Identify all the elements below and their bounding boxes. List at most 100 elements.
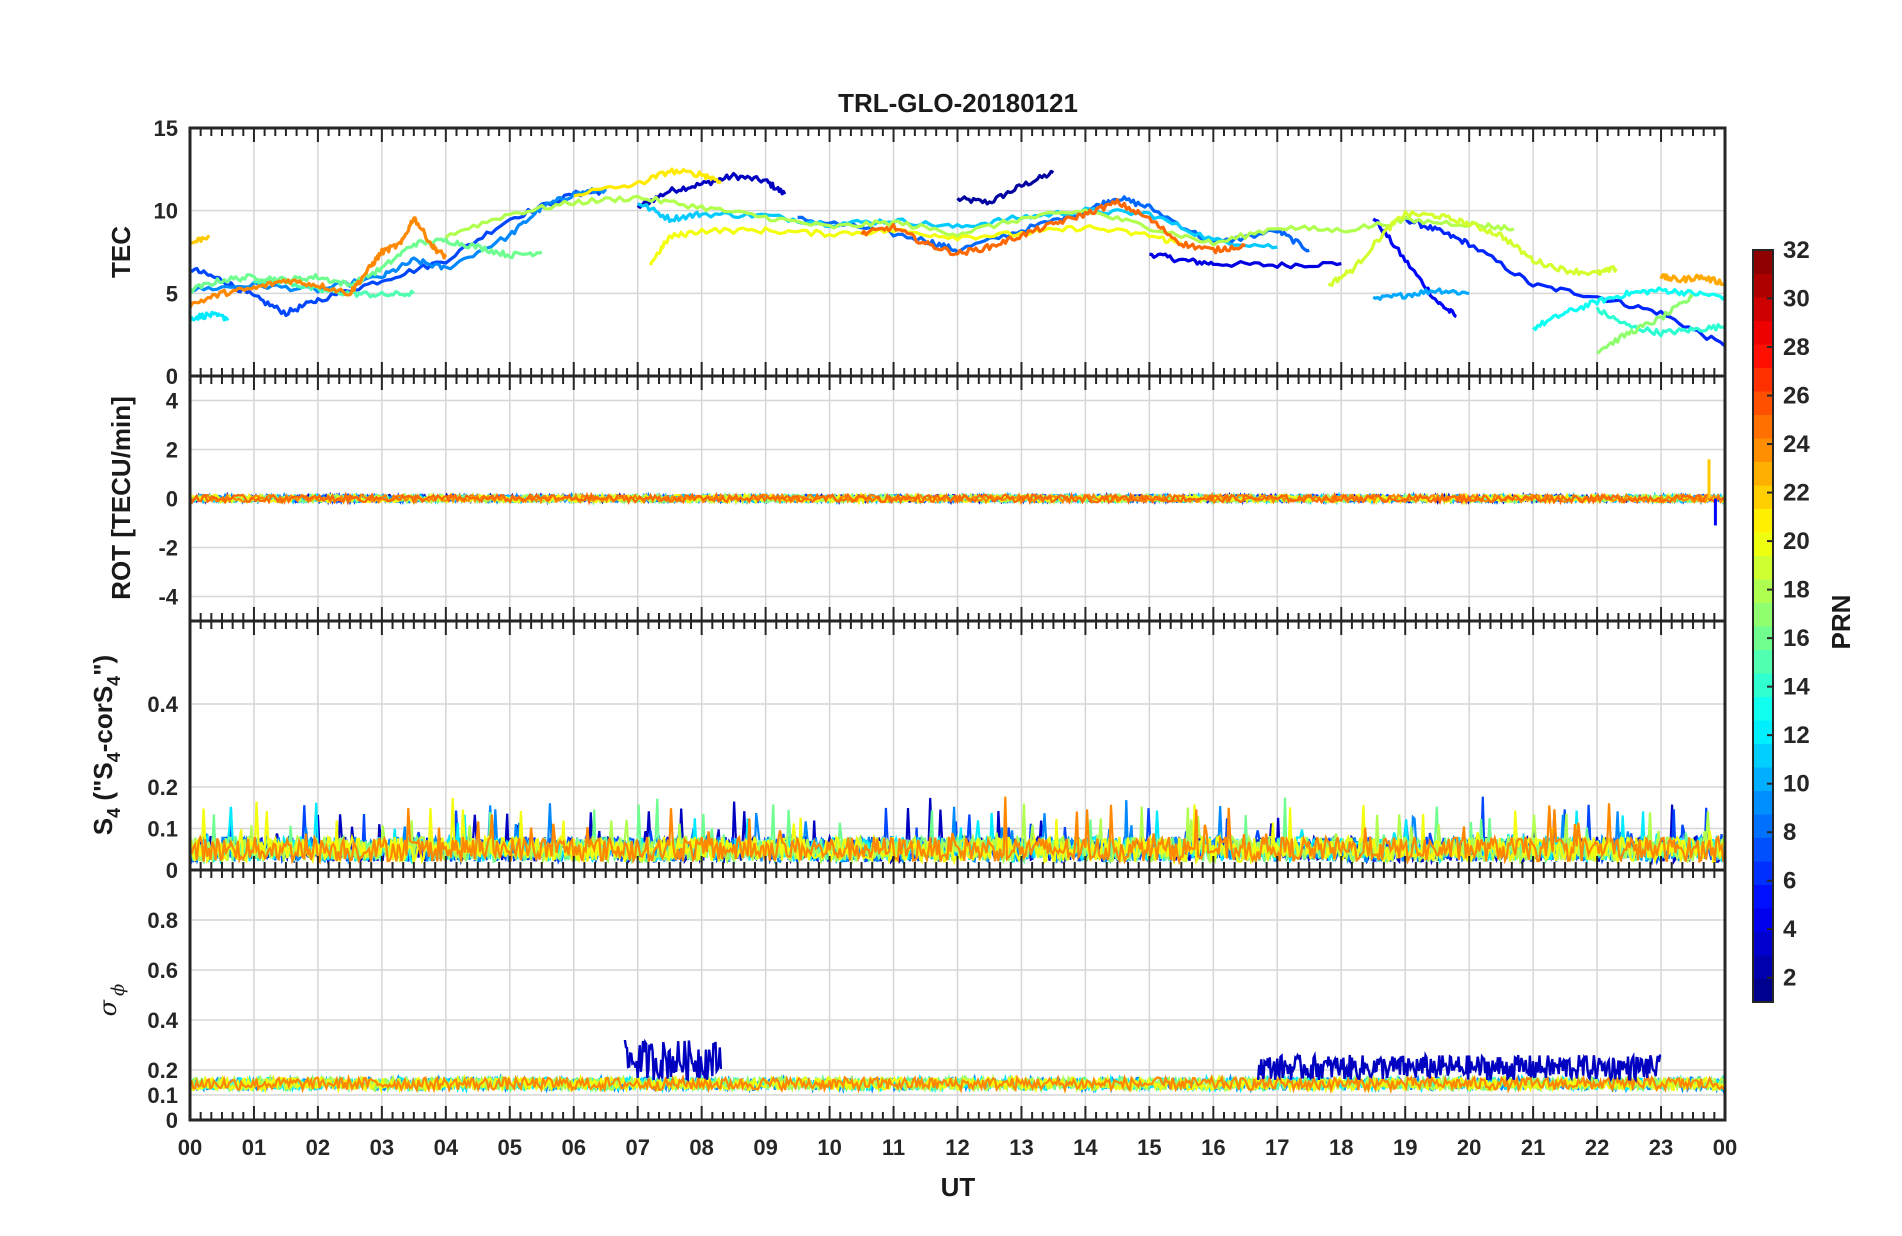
ytick-TEC-5: 5 xyxy=(166,281,178,306)
colorbar-level xyxy=(1753,931,1773,956)
colorbar-level xyxy=(1753,649,1773,674)
colorbar-level xyxy=(1753,438,1773,462)
colorbar-tick-8: 8 xyxy=(1783,819,1796,846)
ytick-ROT-2: 2 xyxy=(166,438,178,463)
colorbar-tick-14: 14 xyxy=(1783,674,1810,701)
colorbar-level xyxy=(1753,978,1773,1003)
x-axis-label: UT xyxy=(941,1172,976,1202)
rot-series-prn-25 xyxy=(190,491,1725,506)
colorbar-level xyxy=(1753,320,1773,345)
colorbar-tick-28: 28 xyxy=(1783,334,1810,361)
colorbar-tick-18: 18 xyxy=(1783,577,1810,604)
xtick-24: 00 xyxy=(1713,1135,1737,1160)
xtick-21: 21 xyxy=(1521,1135,1545,1160)
xtick-16: 16 xyxy=(1201,1135,1225,1160)
colorbar-level xyxy=(1753,532,1773,556)
tec-series-prn-14 xyxy=(1595,306,1725,338)
colorbar-tick-26: 26 xyxy=(1783,383,1810,410)
colorbar-level xyxy=(1753,837,1773,862)
ytick-S4-0.1: 0.1 xyxy=(147,817,178,842)
tec-series-prn-2 xyxy=(956,169,1055,206)
tec-series-prn-5 xyxy=(1372,217,1457,319)
tec-series-prn-6 xyxy=(1403,215,1725,348)
colorbar-tick-2: 2 xyxy=(1783,965,1796,992)
tec-series-prn-23 xyxy=(1659,272,1725,286)
colorbar-tick-22: 22 xyxy=(1783,480,1810,507)
colorbar-level xyxy=(1753,508,1773,533)
xtick-8: 08 xyxy=(689,1135,713,1160)
sigma-elevated-0 xyxy=(623,1038,723,1082)
ytick-S4-0: 0 xyxy=(166,858,178,883)
s4-ylabel: S4 ("S4-corS4") xyxy=(88,655,124,835)
xtick-20: 20 xyxy=(1457,1135,1481,1160)
colorbar-level xyxy=(1753,790,1773,815)
rot-ylabel: ROT [TECU/min] xyxy=(106,396,136,600)
colorbar-level xyxy=(1753,555,1773,580)
xtick-7: 07 xyxy=(625,1135,649,1160)
xtick-23: 23 xyxy=(1649,1135,1673,1160)
xtick-10: 10 xyxy=(817,1135,841,1160)
xtick-3: 03 xyxy=(370,1135,394,1160)
s4-ylabel-mid: -corS xyxy=(88,686,118,752)
colorbar-level xyxy=(1753,344,1773,368)
ytick-SigmaPhi-0.2: 0.2 xyxy=(147,1058,178,1083)
xtick-5: 05 xyxy=(498,1135,522,1160)
sigma-elevated-1 xyxy=(1256,1051,1662,1084)
xtick-14: 14 xyxy=(1073,1135,1098,1160)
tec-series-prn-24 xyxy=(190,216,448,309)
colorbar-tick-30: 30 xyxy=(1783,286,1810,313)
xtick-15: 15 xyxy=(1137,1135,1161,1160)
ytick-TEC-15: 15 xyxy=(154,116,178,141)
tec-series-prn-20 xyxy=(649,224,1182,266)
colorbar-level xyxy=(1753,626,1773,650)
x-tick-labels: 00 01 02 03 04 05 06 07 08 09 10 11 12 13 14 15 16 17 18 19… xyxy=(178,1135,1737,1160)
colorbar-level xyxy=(1753,720,1773,744)
sigma-series-prn-24 xyxy=(190,1073,1725,1095)
s4-ylabel-sub3: 4 xyxy=(104,676,124,686)
tec-ylabel: TEC xyxy=(106,226,136,278)
xtick-18: 18 xyxy=(1329,1135,1353,1160)
colorbar-level xyxy=(1753,579,1773,603)
colorbar-tick-6: 6 xyxy=(1783,868,1796,895)
tec-series-prn-19 xyxy=(1327,209,1618,287)
ytick-TEC-10: 10 xyxy=(154,199,178,224)
ytick-SigmaPhi-0.4: 0.4 xyxy=(147,1008,178,1033)
tec-series-prn-12 xyxy=(190,310,230,322)
s4-ylabel-rest: ("S xyxy=(88,762,118,808)
colorbar-level xyxy=(1753,273,1773,298)
colorbar-tick-4: 4 xyxy=(1783,916,1797,943)
colorbar-level xyxy=(1753,414,1773,439)
xtick-2: 02 xyxy=(306,1135,330,1160)
s4-ylabel-sub1: 4 xyxy=(104,808,124,818)
colorbar-level xyxy=(1753,884,1773,909)
sigma-series-prn-20 xyxy=(190,1073,1725,1095)
rot-panel-plot xyxy=(190,459,1725,526)
ytick-SigmaPhi-0.8: 0.8 xyxy=(147,908,178,933)
s4-ylabel-sub2: 4 xyxy=(104,752,124,762)
colorbar-tick-10: 10 xyxy=(1783,771,1810,798)
xtick-12: 12 xyxy=(945,1135,969,1160)
tec-series-prn-10 xyxy=(1372,287,1470,301)
colorbar-tick-12: 12 xyxy=(1783,722,1810,749)
tec-series-prn-25 xyxy=(860,198,1246,257)
tec-series-prn-21 xyxy=(573,167,723,198)
tec-panel-plot xyxy=(190,167,1725,355)
xtick-4: 04 xyxy=(434,1135,459,1160)
colorbar-level xyxy=(1753,743,1773,768)
ytick-ROT--4: -4 xyxy=(158,585,178,610)
ytick-SigmaPhi-0.6: 0.6 xyxy=(147,958,178,983)
xtick-9: 09 xyxy=(753,1135,777,1160)
sigma-phi-ylabel: σϕ xyxy=(94,984,129,1017)
colorbar-level xyxy=(1753,602,1773,627)
s4-ylabel-end: ") xyxy=(88,655,118,676)
sigma-symbol: σ xyxy=(94,999,122,1016)
colorbar-tick-32: 32 xyxy=(1783,237,1810,264)
xtick-1: 01 xyxy=(242,1135,266,1160)
colorbar-level xyxy=(1753,767,1773,791)
panel-frames xyxy=(188,126,1727,1122)
tec-series-prn-4 xyxy=(1149,252,1342,270)
colorbar-level xyxy=(1753,367,1773,392)
